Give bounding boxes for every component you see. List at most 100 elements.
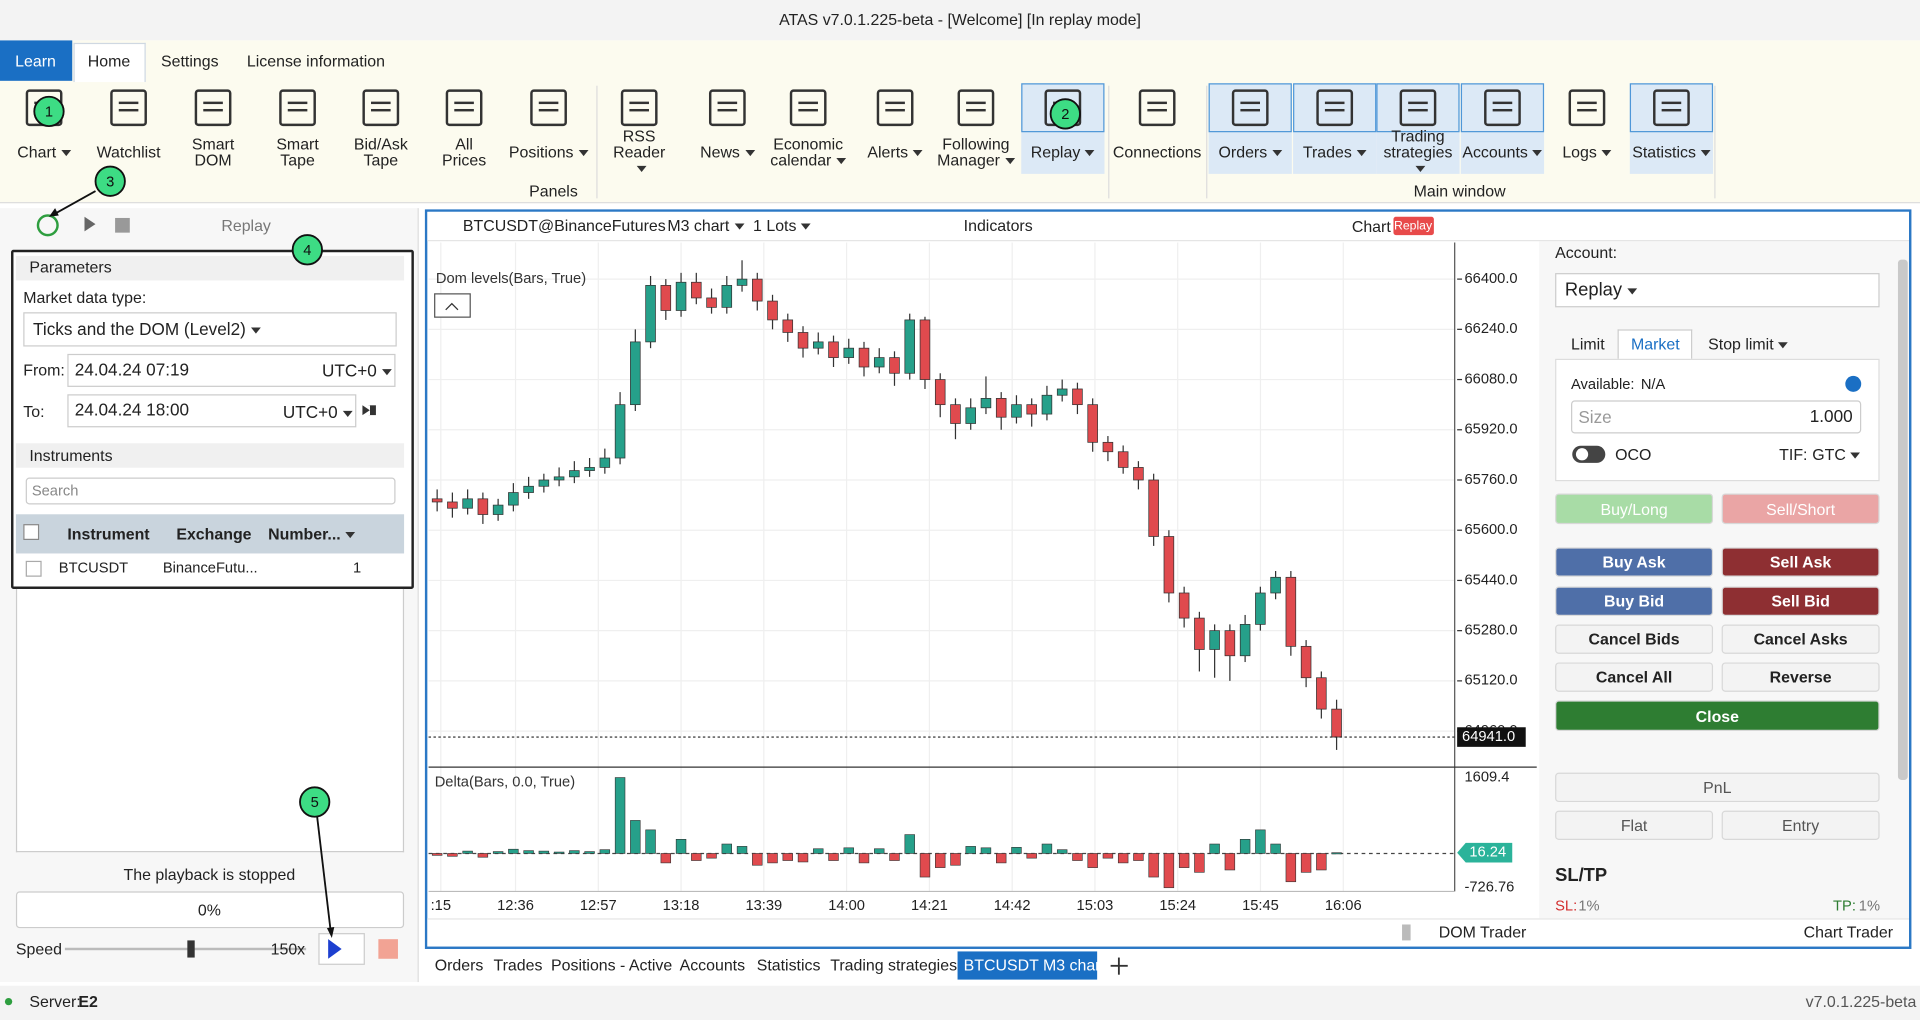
menu-tab[interactable]: Home <box>87 52 131 71</box>
label[interactable]: GTC <box>1812 445 1860 463</box>
document-tab[interactable]: Trades <box>493 955 543 975</box>
ribbon-button[interactable]: News <box>700 143 755 161</box>
panel-tab[interactable]: DOM Trader <box>1438 922 1527 942</box>
chart-type[interactable]: M3 chart <box>667 216 744 234</box>
document-tab[interactable]: Orders <box>434 955 484 975</box>
order-tab[interactable]: Limit <box>1571 334 1605 354</box>
button-label[interactable]: Flat <box>1620 816 1648 835</box>
button-label[interactable]: Cancel Asks <box>1753 630 1848 649</box>
stop-button[interactable] <box>378 939 398 959</box>
size-input[interactable] <box>1571 400 1862 434</box>
button-label[interactable]: PnL <box>1703 778 1732 797</box>
ribbon-button[interactable]: Smart DOM <box>191 134 235 169</box>
order-tab[interactable]: Market <box>1631 334 1680 354</box>
button[interactable] <box>1721 810 1880 841</box>
ribbon-icon[interactable] <box>876 89 914 127</box>
ribbon-button[interactable]: Logs <box>1562 143 1611 161</box>
document-tab[interactable]: Positions - Active <box>551 955 673 975</box>
button[interactable] <box>1721 547 1880 577</box>
ribbon-icon[interactable] <box>530 89 567 127</box>
ribbon-button[interactable]: Alerts <box>867 143 922 161</box>
ribbon-icon[interactable] <box>620 89 658 127</box>
button[interactable] <box>1555 772 1880 803</box>
menu-tab[interactable]: Settings <box>161 52 219 71</box>
play-icon[interactable] <box>84 216 96 232</box>
ribbon-button[interactable]: All Prices <box>441 134 487 169</box>
ribbon-icon[interactable] <box>1316 89 1354 127</box>
button[interactable] <box>1721 493 1880 525</box>
ribbon-button[interactable]: RSS Reader <box>612 128 666 176</box>
button-label[interactable]: Cancel Bids <box>1588 630 1680 649</box>
ribbon-icon[interactable] <box>1231 89 1269 127</box>
button-label[interactable]: Reverse <box>1769 667 1832 687</box>
ribbon-button[interactable]: Watchlist <box>96 142 161 162</box>
ribbon-icon[interactable] <box>1484 89 1521 127</box>
ribbon-icon[interactable] <box>1399 89 1437 127</box>
button-label[interactable]: Buy/Long <box>1600 499 1668 518</box>
checkbox[interactable] <box>25 560 42 577</box>
ribbon-button[interactable]: Statistics <box>1632 143 1710 161</box>
search-input[interactable] <box>25 477 396 505</box>
ribbon-button[interactable]: Smart Tape <box>276 134 319 169</box>
ribbon-icon[interactable] <box>957 89 995 127</box>
indicators[interactable]: Indicators <box>963 216 1033 235</box>
button[interactable] <box>1555 547 1714 577</box>
button-label[interactable]: Sell Bid <box>1771 592 1830 611</box>
slider-thumb[interactable] <box>187 940 195 958</box>
button[interactable] <box>1555 810 1714 841</box>
button-label[interactable]: Buy Ask <box>1602 552 1666 572</box>
ribbon-button[interactable]: Positions <box>509 143 588 161</box>
stop-icon[interactable] <box>115 217 130 233</box>
ribbon-button[interactable]: Trading strategies <box>1380 128 1456 176</box>
ribbon-button[interactable]: Replay <box>1031 143 1095 161</box>
document-tab[interactable]: Statistics <box>756 955 821 975</box>
menu-tab[interactable]: Learn <box>15 52 56 71</box>
skip-icon[interactable] <box>362 405 370 416</box>
button-label[interactable]: Close <box>1695 706 1740 725</box>
ribbon-button[interactable]: Trades <box>1303 143 1367 161</box>
tab-learn[interactable] <box>0 40 73 81</box>
document-tab[interactable]: Accounts <box>679 955 746 975</box>
button-label[interactable]: Entry <box>1782 816 1820 835</box>
ribbon-button[interactable]: Accounts <box>1462 143 1542 161</box>
ribbon-icon[interactable] <box>279 89 316 127</box>
document-tab[interactable]: BTCUSDT M3 chart <box>963 955 1105 975</box>
button[interactable] <box>1555 662 1714 692</box>
button[interactable] <box>1555 493 1714 525</box>
button[interactable] <box>1555 700 1880 732</box>
add-tab[interactable] <box>1102 951 1137 980</box>
ribbon-button[interactable]: Connections <box>1112 142 1202 162</box>
document-tab[interactable]: Trading strategies <box>830 955 958 975</box>
ribbon-button[interactable]: Bid/Ask Tape <box>353 134 408 169</box>
ribbon-icon[interactable] <box>708 89 746 127</box>
ribbon-icon[interactable] <box>362 89 400 127</box>
order-tab[interactable]: Stop limit <box>1708 335 1788 353</box>
button[interactable] <box>1721 624 1880 654</box>
button-label[interactable]: Cancel All <box>1595 667 1673 687</box>
ribbon-button[interactable]: Economic calendar <box>768 136 849 168</box>
checkbox[interactable] <box>23 524 40 541</box>
tab-home[interactable] <box>73 42 146 83</box>
ribbon-button[interactable]: Chart <box>17 143 71 161</box>
button[interactable] <box>1555 624 1714 654</box>
ribbon-icon[interactable] <box>1653 89 1690 127</box>
ribbon-icon[interactable] <box>789 89 827 127</box>
ribbon-button[interactable]: Orders <box>1219 143 1282 161</box>
ribbon-icon[interactable] <box>445 89 483 127</box>
power-icon[interactable] <box>36 214 59 237</box>
ribbon-button[interactable]: Following Manager <box>936 136 1017 168</box>
button-label[interactable]: Sell Ask <box>1769 552 1832 572</box>
ribbon-icon[interactable] <box>25 89 63 127</box>
button[interactable] <box>1721 586 1880 616</box>
button-label[interactable]: Sell/Short <box>1766 499 1836 518</box>
play-icon[interactable] <box>328 939 342 959</box>
panel-tab[interactable]: Chart Trader <box>1803 922 1894 942</box>
lots[interactable]: 1 Lots <box>753 216 811 234</box>
ribbon-icon[interactable] <box>110 89 147 127</box>
ribbon-icon[interactable] <box>1044 89 1082 127</box>
button[interactable] <box>1721 662 1880 692</box>
ribbon-icon[interactable] <box>1568 89 1606 127</box>
ribbon-icon[interactable] <box>1138 89 1176 127</box>
play-button[interactable] <box>318 933 365 965</box>
ribbon-icon[interactable] <box>194 89 232 127</box>
